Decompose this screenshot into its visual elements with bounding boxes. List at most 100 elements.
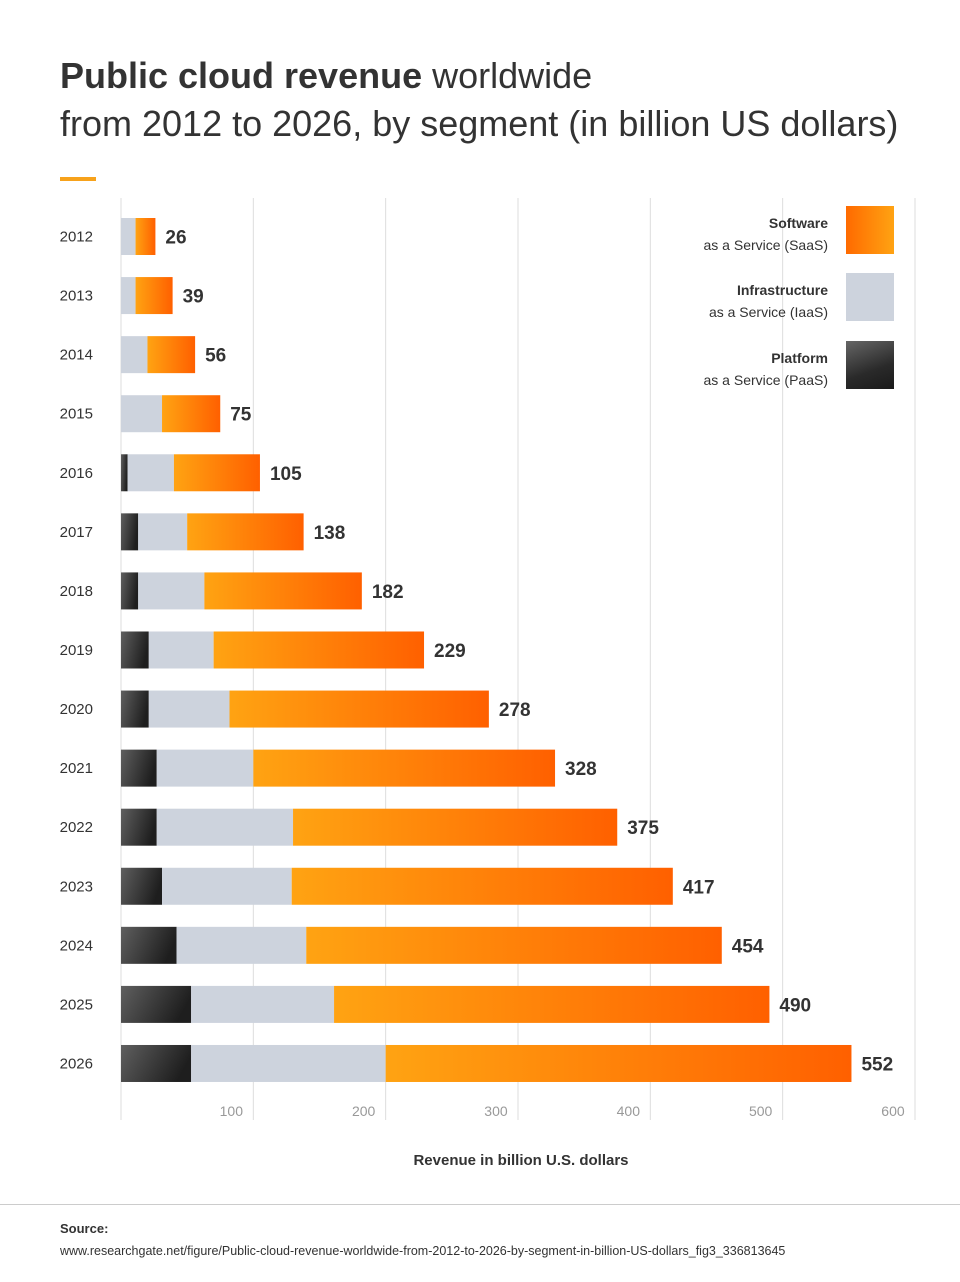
y-tick-label: 2022 <box>60 819 93 836</box>
legend-desc-saas: as a Service (SaaS) <box>703 237 829 253</box>
title-bold: Public cloud revenue <box>60 55 423 96</box>
bar-saas-2015 <box>162 395 221 433</box>
data-label-total: 26 <box>165 228 186 249</box>
bar-iaas-2013 <box>121 277 136 315</box>
legend-desc-iaas: as a Service (IaaS) <box>708 304 828 320</box>
y-tick-label: 2021 <box>60 760 93 777</box>
x-tick-label: 400 <box>617 1103 641 1119</box>
legend-swatch-paas <box>846 341 894 389</box>
data-label-total: 138 <box>314 523 346 544</box>
bar-saas-2019 <box>213 631 425 669</box>
bar-iaas-2016 <box>127 454 174 492</box>
bar-paas-2018 <box>121 572 139 610</box>
chart-title: Public cloud revenue worldwide from 2012… <box>60 52 940 148</box>
labels: 100 200 300 400 500 600 2012 26 2013 39 2014 56 2015… <box>60 228 905 1120</box>
bar-paas-2024 <box>121 926 177 964</box>
y-tick-label: 2024 <box>60 937 93 954</box>
accent-rule <box>60 177 96 181</box>
legend-text-saas: Software as a Service (SaaS) <box>704 212 829 256</box>
data-label-total: 75 <box>230 405 252 426</box>
bar-iaas-2023 <box>162 867 292 905</box>
bar-iaas-2014 <box>121 336 148 374</box>
bar-saas-2012 <box>135 218 156 255</box>
y-tick-label: 2025 <box>60 996 93 1013</box>
bar-paas-2020 <box>121 690 149 728</box>
bar-saas-2018 <box>204 572 362 610</box>
data-label-total: 417 <box>683 877 715 898</box>
data-label-total: 105 <box>270 464 302 485</box>
bar-paas-2021 <box>121 749 157 787</box>
x-axis-title: Revenue in billion U.S. dollars <box>413 1152 629 1169</box>
legend-item-iaas: Infrastructure as a Service (IaaS) <box>660 273 900 323</box>
y-tick-label: 2014 <box>60 347 93 364</box>
bar-iaas-2017 <box>138 513 188 551</box>
bar-saas-2022 <box>293 808 618 846</box>
title-line-1: Public cloud revenue worldwide <box>60 52 940 100</box>
source-label: Source: <box>60 1221 109 1236</box>
data-label-total: 328 <box>565 759 597 780</box>
y-tick-label: 2012 <box>60 229 93 246</box>
bar-iaas-2018 <box>138 572 205 610</box>
bar-saas-2013 <box>135 277 173 315</box>
y-tick-label: 2018 <box>60 583 93 600</box>
legend-name-paas: Platform <box>771 350 828 366</box>
y-tick-label: 2015 <box>60 406 93 423</box>
chart: 100 200 300 400 500 600 2012 26 2013 39 2014 56 2015… <box>60 198 916 1120</box>
data-label-total: 454 <box>732 936 764 957</box>
bar-iaas-2025 <box>191 985 335 1023</box>
y-tick-label: 2013 <box>60 288 93 305</box>
bar-paas-2016 <box>121 454 128 492</box>
legend-name-iaas: Infrastructure <box>736 282 828 298</box>
bar-saas-2021 <box>253 749 556 787</box>
x-tick-label: 100 <box>220 1103 244 1119</box>
legend-desc-paas: as a Service (PaaS) <box>703 372 829 388</box>
title-rest: worldwide <box>422 55 593 96</box>
bar-saas-2017 <box>187 513 304 551</box>
bar-iaas-2020 <box>148 690 230 728</box>
legend-swatch-iaas <box>846 273 894 321</box>
footer-divider <box>0 1204 960 1205</box>
y-tick-label: 2016 <box>60 465 93 482</box>
bar-saas-2016 <box>173 454 260 492</box>
x-tick-label: 600 <box>881 1103 905 1119</box>
legend-text-paas: Platform as a Service (PaaS) <box>704 347 829 391</box>
data-label-total: 229 <box>434 641 466 662</box>
legend-text-iaas: Infrastructure as a Service (IaaS) <box>709 279 828 323</box>
data-label-total: 375 <box>627 818 659 839</box>
y-tick-label: 2026 <box>60 1055 93 1072</box>
data-label-total: 56 <box>205 346 226 367</box>
bar-iaas-2019 <box>148 631 214 669</box>
title-line-2: from 2012 to 2026, by segment (in billio… <box>60 103 899 144</box>
bar-paas-2025 <box>121 985 192 1023</box>
data-label-total: 278 <box>499 700 531 721</box>
bar-saas-2020 <box>229 690 489 728</box>
bar-iaas-2024 <box>176 926 307 964</box>
legend-swatch-saas <box>846 206 894 254</box>
bar-saas-2014 <box>147 336 196 374</box>
legend-name-saas: Software <box>768 215 828 231</box>
y-tick-label: 2020 <box>60 701 93 718</box>
data-label-total: 490 <box>779 995 811 1016</box>
bar-paas-2023 <box>121 867 163 905</box>
bar-saas-2024 <box>306 926 722 964</box>
bar-paas-2017 <box>121 513 139 551</box>
y-tick-label: 2019 <box>60 642 93 659</box>
bar-iaas-2026 <box>191 1044 386 1082</box>
source-url[interactable]: www.researchgate.net/figure/Public-cloud… <box>60 1244 786 1258</box>
bar-iaas-2021 <box>156 749 254 787</box>
legend-item-saas: Software as a Service (SaaS) <box>660 206 900 256</box>
bar-paas-2022 <box>121 808 157 846</box>
data-label-total: 39 <box>183 287 204 308</box>
bar-saas-2026 <box>385 1044 852 1082</box>
bar-iaas-2012 <box>121 218 136 255</box>
bar-iaas-2015 <box>121 395 163 433</box>
x-tick-label: 500 <box>749 1103 773 1119</box>
y-tick-label: 2023 <box>60 878 93 895</box>
x-tick-label: 200 <box>352 1103 376 1119</box>
data-label-total: 552 <box>861 1054 893 1075</box>
legend-item-paas: Platform as a Service (PaaS) <box>660 341 900 391</box>
x-tick-label: 300 <box>484 1103 508 1119</box>
bar-paas-2026 <box>121 1044 192 1082</box>
bar-saas-2023 <box>291 867 673 905</box>
bar-saas-2025 <box>334 985 770 1023</box>
